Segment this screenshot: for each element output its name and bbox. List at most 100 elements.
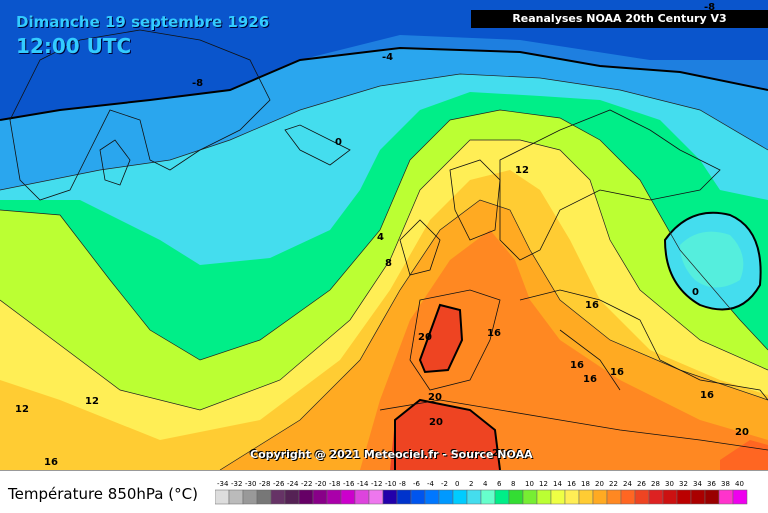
- label-16-a: 16: [487, 328, 501, 339]
- scale-swatch: [242, 489, 258, 505]
- isotherm-0-east: [663, 211, 762, 311]
- zone-minus-10: [0, 0, 768, 120]
- scale-tick: -20: [315, 480, 326, 488]
- label-20-iberia: 20: [418, 332, 432, 343]
- label-16-f: 16: [700, 390, 714, 401]
- label-16-c: 16: [570, 360, 584, 371]
- scale-tick: -24: [287, 480, 299, 488]
- scale-swatch: [340, 489, 356, 505]
- scale-swatch: [256, 489, 272, 505]
- scale-tick: 0: [455, 480, 459, 488]
- scale-swatch: [270, 489, 286, 505]
- scale-swatch: [494, 489, 510, 505]
- map-time: 12:00 UTC: [16, 34, 132, 58]
- scale-tick: -12: [371, 480, 382, 488]
- scale-tick: 16: [567, 480, 576, 488]
- zone-20-africa: [390, 400, 500, 470]
- scale-tick: -32: [231, 480, 242, 488]
- scale-swatch: [354, 489, 370, 505]
- scale-tick: 8: [511, 480, 515, 488]
- scale-swatch: [228, 489, 244, 505]
- scale-tick: -22: [301, 480, 312, 488]
- scale-swatch: [592, 489, 608, 505]
- scale-swatch: [480, 489, 496, 505]
- scale-tick: 20: [595, 480, 604, 488]
- legend-title: Température 850hPa (°C): [8, 485, 198, 503]
- scale-swatch: [564, 489, 580, 505]
- scale-swatch: [620, 489, 636, 505]
- scale-tick: -34: [217, 480, 229, 488]
- label-20-south: 20: [492, 448, 506, 459]
- scale-tick: -10: [385, 480, 396, 488]
- scale-tick: 4: [483, 480, 488, 488]
- scale-swatch: [634, 489, 650, 505]
- label-4: 4: [377, 232, 384, 243]
- scale-swatch: [578, 489, 594, 505]
- scale-tick: -30: [245, 480, 256, 488]
- color-scale: -34 -32 -30 -28 -26 -24 -22 -20 -18 -16 -14 -12 -10-…: [215, 480, 748, 505]
- scale-tick: 10: [525, 480, 534, 488]
- label-minus-8: -8: [192, 78, 203, 89]
- label-12-north: 12: [515, 165, 529, 176]
- scale-tick: 14: [553, 480, 562, 488]
- scale-swatch: [466, 489, 482, 505]
- temperature-map: -8 -4 -8 0 4 8 12 12 12 16 16 16 16 16 1…: [0, 0, 768, 471]
- scale-tick: -18: [329, 480, 340, 488]
- scale-tick: 38: [721, 480, 730, 488]
- scale-swatch: [452, 489, 468, 505]
- scale-swatch: [550, 489, 566, 505]
- label-0: 0: [335, 137, 342, 148]
- label-16-b: 16: [585, 300, 599, 311]
- zone-20-iberia: [420, 305, 462, 372]
- label-20-africa: 20: [429, 417, 443, 428]
- isotherm-0-north: [0, 46, 768, 121]
- label-12-mid: 12: [85, 396, 99, 407]
- scale-tick: -6: [413, 480, 421, 488]
- scale-swatch: [368, 489, 384, 505]
- scale-swatch: [326, 489, 342, 505]
- label-0-east: 0: [692, 287, 699, 298]
- scale-swatch: [676, 489, 692, 505]
- scale-tick: -26: [273, 480, 285, 488]
- scale-tick: -4: [427, 480, 435, 488]
- scale-tick: -16: [343, 480, 355, 488]
- label-minus-8-ne: -8: [704, 2, 715, 13]
- cold-pool-core: [680, 231, 744, 288]
- scale-swatch: [298, 489, 314, 505]
- scale-tick: 28: [651, 480, 660, 488]
- label-16-d: 16: [583, 374, 597, 385]
- scale-tick: -2: [441, 480, 448, 488]
- scale-swatch: [606, 489, 622, 505]
- label-16-e: 16: [610, 367, 624, 378]
- scale-swatch: [382, 489, 398, 505]
- scale-swatch: [536, 489, 552, 505]
- scale-swatch: [522, 489, 538, 505]
- scale-swatch: [732, 489, 748, 505]
- label-16-sw: 16: [44, 457, 58, 468]
- scale-swatch: [396, 489, 412, 505]
- isotherm-20-africa: [394, 398, 501, 471]
- scale-tick: 24: [623, 480, 632, 488]
- scale-tick: 40: [735, 480, 744, 488]
- copyright-text: Copyright @ 2021 Meteociel.fr - Source N…: [250, 448, 533, 461]
- scale-tick: 22: [609, 480, 618, 488]
- scale-swatch: [312, 489, 328, 505]
- scale-tick: 6: [497, 480, 502, 488]
- scale-tick: 2: [469, 480, 473, 488]
- zone-20-east: [720, 440, 768, 470]
- scale-swatch: [438, 489, 454, 505]
- scale-tick: 32: [679, 480, 688, 488]
- scale-tick: 36: [707, 480, 716, 488]
- label-16-g: 20: [735, 427, 749, 438]
- scale-tick: 18: [581, 480, 590, 488]
- scale-swatch: [508, 489, 524, 505]
- scale-swatch: [410, 489, 426, 505]
- label-20-mid: 20: [428, 392, 442, 403]
- isotherm-20-iberia: [418, 303, 464, 374]
- scale-tick: 34: [693, 480, 702, 488]
- scale-swatch: [215, 489, 230, 505]
- scale-tick: 30: [665, 480, 674, 488]
- scale-swatch: [424, 489, 440, 505]
- source-banner: Reanalyses NOAA 20th Century V3: [471, 10, 768, 28]
- label-minus-4: -4: [382, 52, 393, 63]
